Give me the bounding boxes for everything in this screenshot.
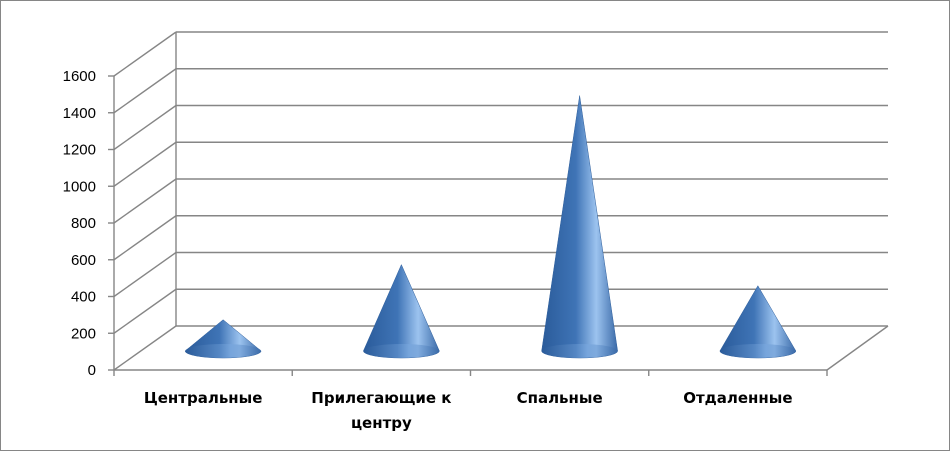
cone bbox=[719, 285, 797, 359]
cone-base bbox=[719, 344, 796, 358]
y-tick-label: 200 bbox=[71, 325, 96, 342]
gridline-side bbox=[113, 31, 177, 77]
y-tick-label: 600 bbox=[71, 252, 96, 269]
cone-body bbox=[541, 95, 618, 359]
y-tick-label: 1200 bbox=[63, 142, 96, 159]
x-category-labels: Центральные Прилегающие к центру Спальные От… bbox=[144, 389, 793, 432]
x-category-label: Спальные bbox=[517, 389, 603, 407]
x-category-label-line: Прилегающие к bbox=[311, 389, 451, 407]
y-tick-label: 1000 bbox=[63, 178, 96, 195]
cones bbox=[184, 95, 797, 359]
x-category-label-line: Центральные bbox=[144, 389, 263, 407]
gridline-side bbox=[113, 215, 177, 261]
gridline-side bbox=[113, 325, 177, 371]
y-tick-label: 1400 bbox=[63, 105, 96, 122]
x-category-label-line: Отдаленные bbox=[683, 389, 792, 407]
grid-lines bbox=[113, 31, 889, 371]
y-tick-label: 1600 bbox=[63, 68, 96, 85]
cone-body bbox=[363, 263, 440, 359]
gridline-side bbox=[113, 68, 177, 114]
y-tick-label: 400 bbox=[71, 289, 96, 306]
gridline-side bbox=[113, 178, 177, 224]
cone bbox=[541, 95, 618, 359]
cone-base bbox=[185, 344, 262, 358]
axes bbox=[108, 75, 828, 376]
x-category-label: Прилегающие к центру bbox=[311, 389, 451, 432]
y-tick-label: 0 bbox=[88, 362, 96, 379]
gridline-side bbox=[113, 104, 177, 151]
cone bbox=[184, 319, 262, 359]
cone bbox=[363, 263, 440, 359]
cone-base bbox=[541, 344, 618, 358]
cone-base bbox=[363, 344, 440, 358]
gridline-side bbox=[113, 288, 177, 334]
floor-right-edge bbox=[826, 325, 889, 371]
x-category-label-line: центру bbox=[351, 414, 412, 432]
x-category-label-line: Спальные bbox=[517, 389, 603, 407]
gridline-side bbox=[113, 251, 177, 298]
x-category-label: Центральные bbox=[144, 389, 263, 407]
x-category-label: Отдаленные bbox=[683, 389, 792, 407]
y-tick-labels: 0 200 400 600 800 1000 1200 1400 1600 bbox=[63, 68, 96, 379]
y-tick-label: 800 bbox=[71, 215, 96, 232]
gridline-side bbox=[113, 141, 177, 187]
